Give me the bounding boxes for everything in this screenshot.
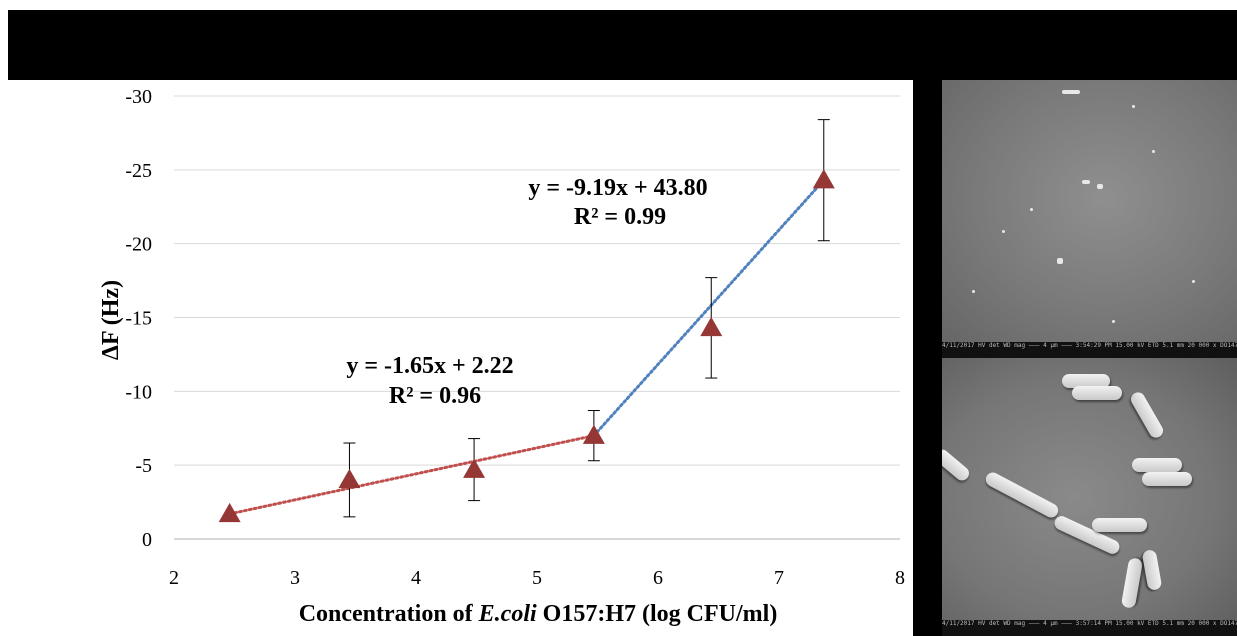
bacterium-rod	[1141, 549, 1163, 591]
trendlines	[228, 178, 826, 516]
x-tick-label-3: 5	[532, 567, 542, 589]
data-point-0	[218, 502, 241, 523]
data-point-1	[338, 468, 361, 489]
data-point-2	[463, 458, 486, 478]
bacteria-speck	[1002, 230, 1005, 233]
chart: 2 3 4 5 6 7 8 0 -5 -10 -15 -20 -25 -30 y = -1.65x + …	[98, 86, 905, 627]
sem-info-bar-bottom: 4/11/2017 HV det WD mag ——— 4 µm ——— 3:5…	[942, 620, 1237, 636]
data-point-5	[812, 169, 835, 189]
trendline-1	[228, 434, 596, 516]
sem-image-panel: 4/11/2017 HV det WD mag ——— 4 µm ——— 3:5…	[913, 80, 1237, 636]
y-tick-label-6: -30	[125, 86, 152, 108]
trendline-2-equation: y = -9.19x + 43.80	[528, 175, 707, 201]
sem-image-high-concentration	[942, 358, 1237, 636]
x-axis-title-part2: O157:H7 (log CFU/ml)	[537, 601, 778, 627]
y-tick-label-1: -5	[135, 455, 152, 477]
x-tick-label-4: 6	[653, 567, 663, 589]
title-bar	[8, 10, 1237, 80]
sem-info-bar-top: 4/11/2017 HV det WD mag ——— 4 µm ——— 3:5…	[942, 342, 1237, 358]
bacteria-speck	[1132, 105, 1135, 108]
x-axis-title-species: E.coli	[478, 601, 537, 627]
bacterium-rod	[1072, 386, 1122, 400]
bacterium-rod	[1128, 389, 1166, 441]
bacteria-speck	[1082, 180, 1090, 184]
trendline-2-r2: R² = 0.99	[574, 204, 666, 230]
bacteria-speck	[1062, 90, 1080, 94]
bacterium-rod	[1092, 518, 1147, 532]
bacterium-rod	[942, 446, 972, 484]
x-tick-label-0: 2	[169, 567, 179, 589]
y-tick-label-0: 0	[142, 529, 152, 551]
data-point-3	[582, 424, 605, 444]
x-axis-title-part1: Concentration of	[299, 601, 479, 627]
x-tick-labels: 2 3 4 5 6 7 8	[169, 567, 905, 589]
x-tick-label-1: 3	[290, 567, 300, 589]
x-tick-label-2: 4	[411, 567, 421, 589]
sem-image-low-concentration	[942, 80, 1237, 342]
bacteria-speck	[1030, 208, 1033, 211]
bacterium-rod	[1062, 374, 1110, 388]
bacterium-rod	[1142, 472, 1192, 486]
y-tick-labels: 0 -5 -10 -15 -20 -25 -30	[125, 86, 152, 551]
bacterium-rod	[983, 470, 1061, 520]
y-tick-label-4: -20	[125, 234, 152, 256]
bacteria-speck	[1112, 320, 1115, 323]
x-tick-label-6: 8	[895, 567, 905, 589]
gridlines	[174, 95, 900, 540]
y-tick-label-2: -10	[125, 381, 152, 403]
bacteria-speck	[1192, 280, 1195, 283]
bacteria-speck	[1097, 184, 1103, 189]
bacterium-rod	[1132, 458, 1182, 472]
x-tick-label-5: 7	[774, 567, 784, 589]
bacteria-speck	[1152, 150, 1155, 153]
trendline-2	[592, 178, 826, 438]
trendline-1-r2: R² = 0.96	[389, 383, 481, 409]
bacteria-speck	[972, 290, 975, 293]
data-points	[218, 169, 835, 523]
data-point-4	[700, 316, 723, 337]
y-tick-label-3: -15	[125, 308, 152, 330]
y-tick-label-5: -25	[125, 160, 152, 182]
bacterium-rod	[1120, 557, 1144, 609]
trendline-1-equation: y = -1.65x + 2.22	[346, 353, 513, 379]
x-axis-title: Concentration of E.coli O157:H7 (log CFU…	[299, 601, 778, 627]
y-axis-title: ΔF (Hz)	[98, 280, 124, 360]
bacteria-speck	[1057, 258, 1063, 264]
